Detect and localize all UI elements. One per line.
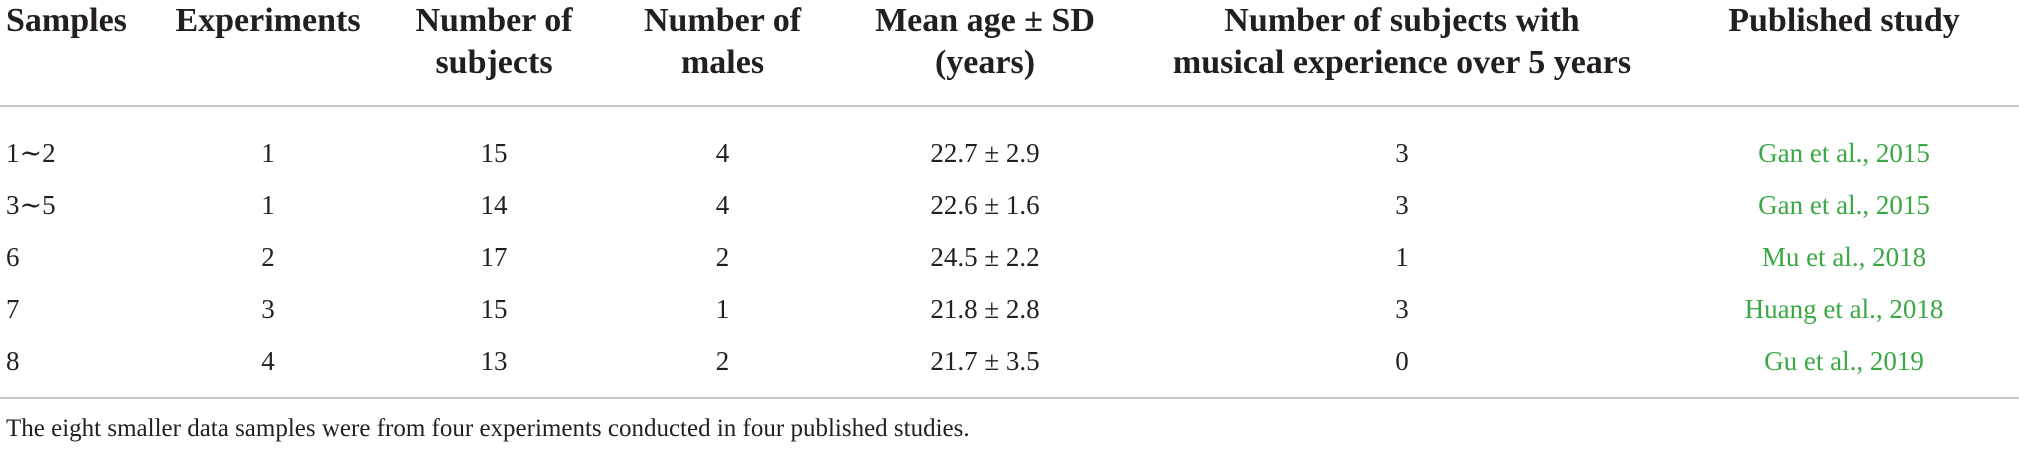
table-row: 6 2 17 2 24.5 ± 2.2 1 Mu et al., 2018	[0, 231, 2019, 283]
header-row: Samples Experiments Number of subjects Nu…	[0, 0, 2019, 106]
cell-samples: 8	[6, 345, 20, 376]
header-line: Number of	[643, 2, 802, 39]
cell-number-of-males: 4	[715, 189, 730, 220]
cell-musical-experience: 1	[1395, 241, 1409, 272]
cell-samples: 1∼2	[6, 137, 56, 168]
data-table-container: Samples Experiments Number of subjects Nu…	[0, 0, 2019, 387]
cell-mean-age: 21.8 ± 2.8	[930, 293, 1040, 324]
header-line: Number of subjects with	[1224, 2, 1580, 39]
table-row: 8 4 13 2 21.7 ± 3.5 0 Gu et al., 2019	[0, 335, 2019, 387]
cell-experiments: 1	[261, 189, 275, 220]
cell-number-of-males: 1	[715, 293, 730, 324]
header-line: subjects	[435, 44, 553, 81]
study-year-link[interactable]: 2018	[1889, 293, 1944, 324]
study-authors-link[interactable]: Gan et al.,	[1758, 137, 1870, 168]
header-line: Number of	[415, 2, 573, 39]
study-year-link[interactable]: 2015	[1875, 189, 1930, 220]
table-row: 7 3 15 1 21.8 ± 2.8 3 Huang et al., 2018	[0, 283, 2019, 335]
header-musical-experience: Number of subjects with musical experienc…	[1135, 0, 1669, 106]
header-number-of-subjects: Number of subjects	[378, 0, 610, 106]
header-line: males	[680, 44, 765, 81]
cell-experiments: 3	[261, 293, 275, 324]
header-experiments: Experiments	[175, 2, 361, 39]
cell-number-of-males: 2	[715, 345, 730, 376]
study-authors-link[interactable]: Gan et al.,	[1758, 189, 1870, 220]
cell-number-of-subjects: 14	[480, 189, 508, 220]
table-header: Samples Experiments Number of subjects Nu…	[0, 0, 2019, 106]
study-authors-link[interactable]: Huang et al.,	[1744, 293, 1883, 324]
study-year-link[interactable]: 2018	[1872, 241, 1927, 272]
cell-mean-age: 24.5 ± 2.2	[930, 241, 1040, 272]
cell-samples: 6	[6, 241, 20, 272]
cell-experiments: 2	[261, 241, 275, 272]
header-published-study: Published study	[1728, 2, 1960, 39]
table-row: 1∼2 1 15 4 22.7 ± 2.9 3 Gan et al., 2015	[0, 106, 2019, 179]
cell-published-study[interactable]: Gan et al., 2015	[1669, 106, 2019, 179]
study-year-link[interactable]: 2019	[1869, 345, 1924, 376]
cell-mean-age: 22.6 ± 1.6	[930, 189, 1040, 220]
table-body: 1∼2 1 15 4 22.7 ± 2.9 3 Gan et al., 2015 3∼5 1 14…	[0, 106, 2019, 387]
header-line: musical experience over 5 years	[1172, 44, 1632, 81]
cell-musical-experience: 0	[1395, 345, 1409, 376]
cell-published-study[interactable]: Gan et al., 2015	[1669, 179, 2019, 231]
header-samples: Samples	[6, 2, 127, 39]
study-authors-link[interactable]: Mu et al.,	[1761, 241, 1866, 272]
cell-musical-experience: 3	[1395, 293, 1409, 324]
cell-musical-experience: 3	[1395, 189, 1409, 220]
cell-number-of-subjects: 13	[480, 345, 508, 376]
cell-musical-experience: 3	[1395, 137, 1409, 168]
cell-number-of-males: 4	[715, 137, 730, 168]
cell-samples: 3∼5	[6, 189, 56, 220]
cell-experiments: 4	[261, 345, 275, 376]
study-authors-link[interactable]: Gu et al.,	[1764, 345, 1864, 376]
cell-experiments: 1	[261, 137, 275, 168]
cell-published-study[interactable]: Huang et al., 2018	[1669, 283, 2019, 335]
table-row: 3∼5 1 14 4 22.6 ± 1.6 3 Gan et al., 2015	[0, 179, 2019, 231]
cell-number-of-subjects: 15	[480, 293, 508, 324]
header-line: Mean age ± SD	[875, 2, 1095, 39]
cell-mean-age: 22.7 ± 2.9	[930, 137, 1040, 168]
cell-published-study[interactable]: Mu et al., 2018	[1669, 231, 2019, 283]
cell-number-of-subjects: 15	[480, 137, 508, 168]
table-bottom-rule	[0, 397, 2019, 399]
cell-mean-age: 21.7 ± 3.5	[930, 345, 1040, 376]
cell-number-of-males: 2	[715, 241, 730, 272]
header-number-of-males: Number of males	[610, 0, 835, 106]
cell-published-study[interactable]: Gu et al., 2019	[1669, 335, 2019, 387]
study-year-link[interactable]: 2015	[1875, 137, 1930, 168]
header-mean-age: Mean age ± SD (years)	[835, 0, 1135, 106]
cell-number-of-subjects: 17	[480, 241, 508, 272]
table-footnote: The eight smaller data samples were from…	[6, 415, 970, 442]
samples-table: Samples Experiments Number of subjects Nu…	[0, 0, 2019, 387]
header-line: (years)	[934, 44, 1036, 81]
cell-samples: 7	[6, 293, 20, 324]
